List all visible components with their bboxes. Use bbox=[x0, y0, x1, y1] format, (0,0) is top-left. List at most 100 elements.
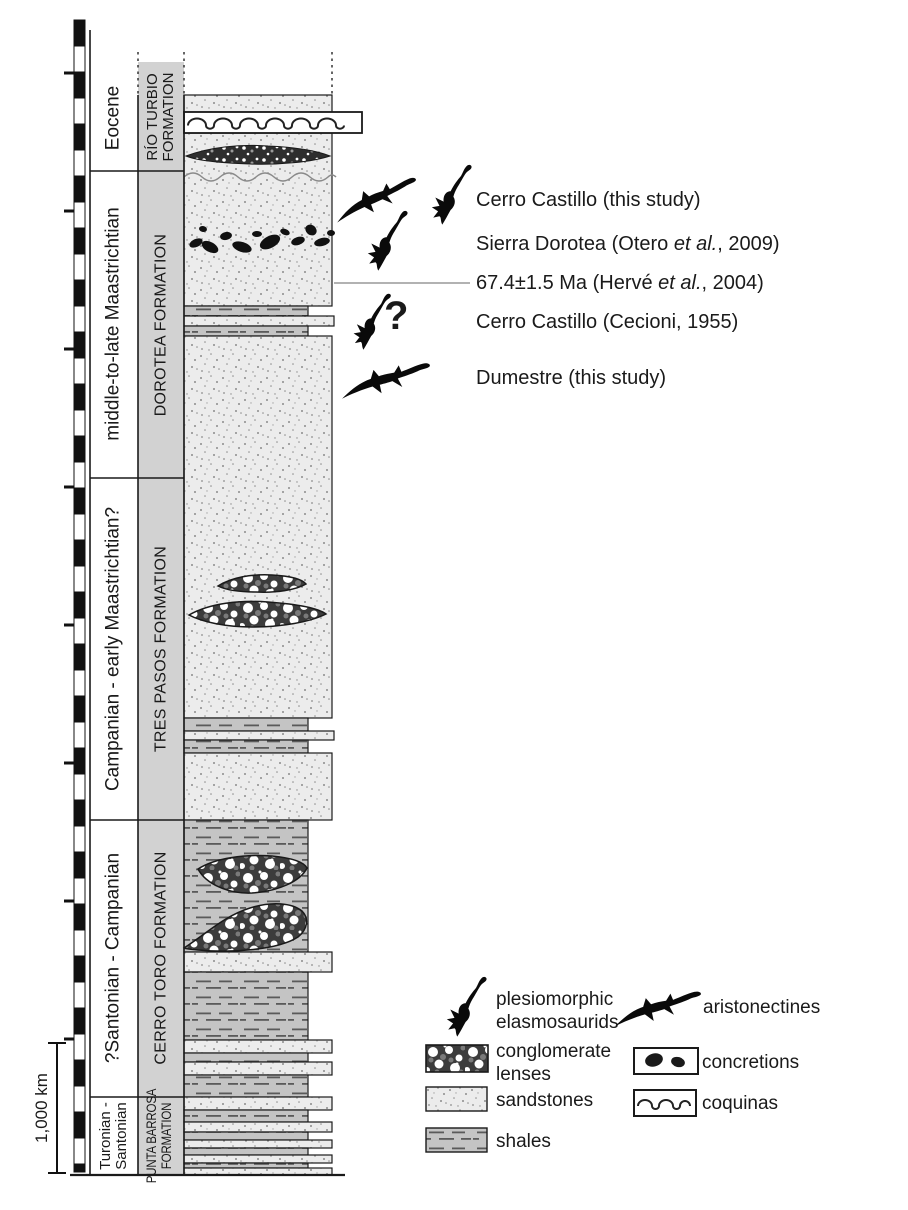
concretion-blob bbox=[201, 240, 219, 254]
coquina-wave-symbols bbox=[187, 117, 345, 130]
age-label-line1: Turonian - bbox=[96, 1102, 114, 1170]
formation-line2: FORMATION bbox=[160, 72, 177, 162]
scale-ruler-segment bbox=[73, 435, 86, 463]
bed-sandstone bbox=[183, 94, 333, 113]
scale-ruler-segment bbox=[73, 97, 86, 125]
scale-ruler-segment bbox=[73, 617, 86, 645]
age-label-santonian-campanian: ?Santonian - Campanian bbox=[103, 853, 125, 1063]
scale-ruler-segment bbox=[73, 175, 86, 203]
bed-shale bbox=[183, 1131, 309, 1141]
legend-swatch-sandstones bbox=[425, 1086, 488, 1112]
concretion-blob bbox=[232, 241, 252, 253]
scale-ruler-segment bbox=[73, 851, 86, 879]
bed-shale bbox=[183, 1162, 309, 1169]
uncertainty-question-mark: ? bbox=[384, 294, 409, 338]
age-label-maastrichtian: middle-to-late Maastrichtian bbox=[102, 207, 125, 441]
concretion-blob bbox=[314, 237, 330, 247]
bed-sandstone bbox=[183, 1061, 333, 1076]
legend-elasmosaurid-icon bbox=[441, 974, 493, 1038]
bed-shale bbox=[183, 971, 309, 1041]
bed-sandstone bbox=[183, 1121, 333, 1133]
age-label-text: middle-to-late Maastrichtian bbox=[102, 207, 124, 441]
legend-label-shales: shales bbox=[496, 1131, 551, 1152]
bed-shale bbox=[183, 325, 309, 337]
scale-ruler-segment bbox=[73, 279, 86, 307]
scale-ruler-segment bbox=[73, 1033, 86, 1061]
annotation-text: Dumestre (this study) bbox=[476, 367, 667, 389]
bed-sandstone bbox=[183, 1139, 333, 1149]
annotation-dumestre: Dumestre (this study) bbox=[476, 366, 666, 390]
aristonectine-icon bbox=[342, 356, 432, 400]
concretion-blob bbox=[291, 236, 305, 246]
formation-band bbox=[138, 1097, 184, 1175]
scale-ruler-segment bbox=[73, 877, 86, 905]
scale-ruler-segment bbox=[73, 643, 86, 671]
scale-ruler-segment bbox=[73, 591, 86, 619]
bed-sandstone bbox=[183, 1039, 333, 1054]
age-label-turonian-santonian: Turonian - Santonian bbox=[96, 1102, 130, 1170]
scale-ruler-segment bbox=[73, 305, 86, 333]
age-label-eocene: Eocene bbox=[102, 85, 125, 151]
formation-band bbox=[138, 62, 184, 171]
concretion-blob bbox=[259, 234, 281, 250]
bed-sandstone bbox=[183, 315, 335, 327]
conglomerate-lens bbox=[187, 600, 328, 628]
concretion-blob bbox=[280, 228, 290, 236]
bed-sandstone bbox=[183, 752, 333, 821]
scale-ruler-segment bbox=[73, 539, 86, 567]
concretion-blob bbox=[220, 231, 232, 241]
legend-label-aristonectines: aristonectines bbox=[703, 997, 821, 1018]
scale-ruler-segment bbox=[73, 513, 86, 541]
scale-ruler-segment bbox=[73, 357, 86, 385]
bed-shale bbox=[183, 1052, 309, 1063]
legend-swatch-coquinas bbox=[633, 1089, 697, 1117]
conglomerate-lens bbox=[197, 854, 308, 894]
scale-ruler-segment bbox=[73, 487, 86, 515]
formation-line1: PUNTA BARROSA bbox=[144, 1088, 160, 1184]
age-label-line2: Santonian bbox=[113, 1102, 130, 1170]
plesiomorphic-elasmosaurid-icon bbox=[362, 208, 414, 272]
formation-band bbox=[138, 171, 184, 478]
scale-ruler-segment bbox=[73, 123, 86, 151]
scale-ruler-segment bbox=[73, 903, 86, 931]
bed-sandstone bbox=[183, 951, 333, 973]
annotation-radiometric-age: 67.4±1.5 Ma (Hervé et al., 2004) bbox=[476, 272, 764, 294]
bed-sandstone bbox=[183, 335, 333, 719]
bed-shale bbox=[183, 1147, 309, 1156]
age-label-campanian-maastrichtian: Campanian - early Maastrichtian? bbox=[102, 506, 125, 792]
legend-label-plesiomorphic-elasmosaurids: plesiomorphic elasmosaurids bbox=[496, 989, 619, 1033]
formation-line2: FORMATION bbox=[159, 1102, 175, 1170]
annotation-text: Sierra Dorotea (Otero bbox=[476, 233, 674, 255]
bed-sandstone bbox=[183, 730, 335, 741]
scale-bar-label: 1,000 km bbox=[32, 1073, 51, 1143]
concretion-blob bbox=[189, 238, 203, 248]
scale-ruler-segment bbox=[73, 201, 86, 229]
formation-band bbox=[138, 478, 184, 820]
legend-swatch-conglomerate bbox=[425, 1044, 489, 1073]
shell-lens bbox=[184, 144, 332, 165]
scale-ruler-segment bbox=[73, 253, 86, 281]
scale-ruler-segment bbox=[73, 773, 86, 801]
scale-ruler-segment bbox=[73, 981, 86, 1009]
scale-ruler-segment bbox=[73, 149, 86, 177]
age-label-text: Campanian - early Maastrichtian? bbox=[102, 506, 124, 792]
conglomerate-lens bbox=[182, 903, 308, 952]
bed-shale bbox=[183, 717, 309, 732]
legend-label-concretions: concretions bbox=[702, 1052, 800, 1073]
scale-ruler-segment bbox=[73, 383, 86, 411]
legend-label-conglomerate-lenses: conglomerate lenses bbox=[496, 1041, 612, 1085]
bed-shale bbox=[183, 1074, 309, 1098]
bed-shale bbox=[183, 305, 309, 317]
annotation-text: 67.4±1.5 Ma (Hervé bbox=[476, 272, 659, 294]
scale-ruler-segment bbox=[73, 461, 86, 489]
plesiomorphic-elasmosaurid-icon bbox=[426, 162, 478, 226]
formation-label-tres-pasos: TRES PASOS FORMATION bbox=[152, 546, 169, 752]
scale-ruler-segment bbox=[73, 799, 86, 827]
scale-ruler-segment bbox=[73, 19, 86, 47]
age-label-text: Eocene bbox=[102, 85, 124, 151]
scale-ruler-segment bbox=[73, 669, 86, 697]
scale-ruler-segment bbox=[73, 565, 86, 593]
annotation-text: Cerro Castillo (this study) bbox=[476, 189, 701, 211]
